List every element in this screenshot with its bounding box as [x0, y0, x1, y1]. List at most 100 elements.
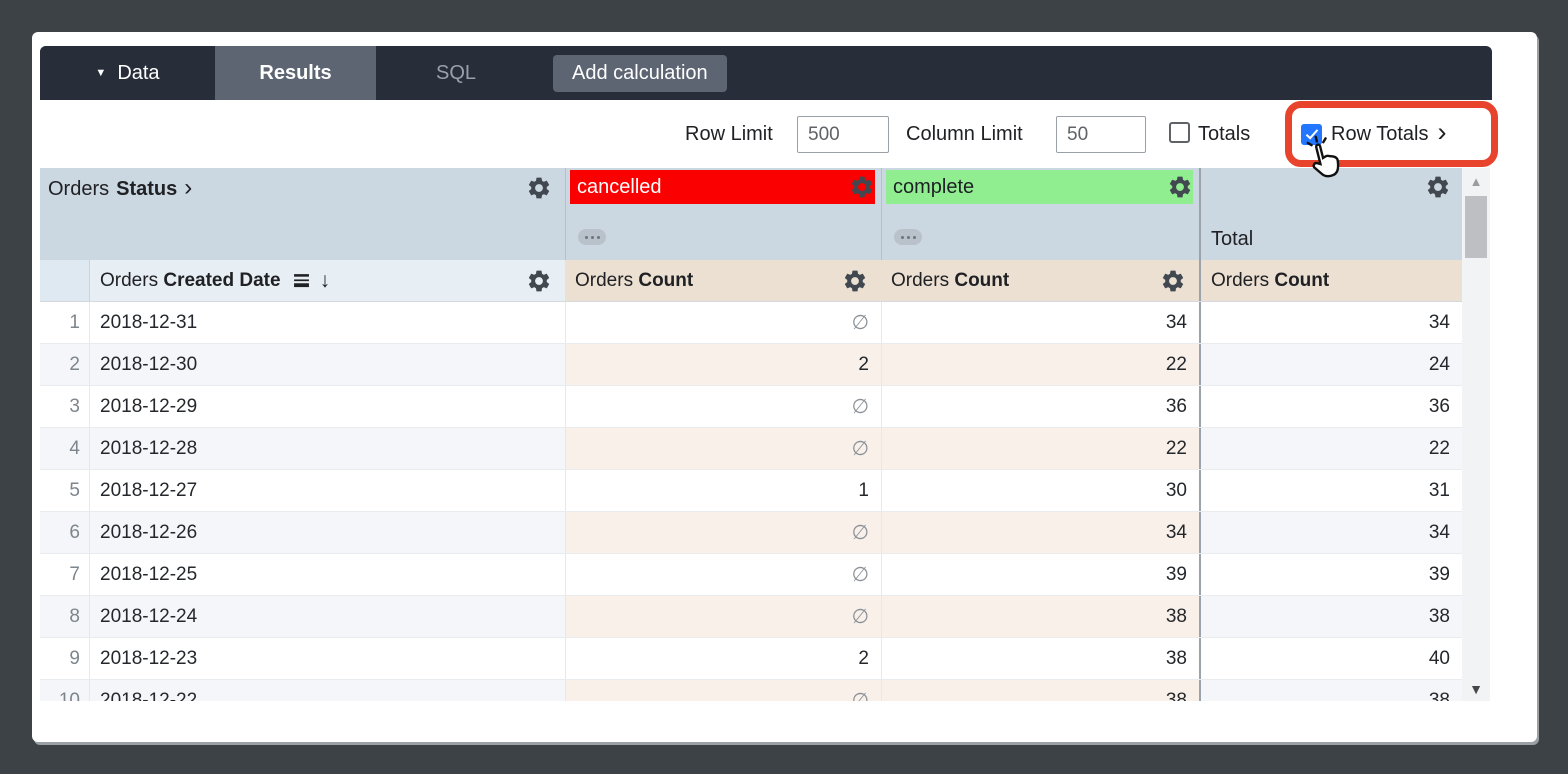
pivot-value-cancelled[interactable]: cancelled [570, 170, 875, 204]
date-cell[interactable]: 2018-12-30 [90, 344, 565, 385]
date-cell[interactable]: 2018-12-26 [90, 512, 565, 553]
gear-icon[interactable] [1425, 174, 1451, 200]
total-count-cell[interactable]: 39 [1199, 554, 1462, 595]
scroll-up-icon[interactable]: ▲ [1469, 174, 1483, 189]
pivot-field-name: Status [116, 178, 178, 200]
cancelled-count-cell[interactable]: 2 [565, 638, 881, 679]
pivot-field-header[interactable]: Orders Status › [40, 168, 565, 260]
row-totals-label: Row Totals [1331, 122, 1429, 145]
topbar: ▼ Data Results SQL Add calculation [40, 46, 1492, 100]
measure-header-complete[interactable]: Orders Count [881, 260, 1199, 301]
hand-cursor-icon [1306, 135, 1340, 178]
gear-icon[interactable] [526, 268, 552, 294]
cancelled-count-cell[interactable]: ∅ [565, 680, 881, 701]
date-cell[interactable]: 2018-12-28 [90, 428, 565, 469]
date-cell[interactable]: 2018-12-31 [100, 311, 198, 333]
pivot-column-total: Total [1199, 168, 1462, 260]
complete-count-cell[interactable]: 38 [881, 596, 1199, 637]
total-count-cell[interactable]: 24 [1199, 344, 1462, 385]
row-field-prefix: Orders [100, 269, 159, 291]
table-row: 2 2018-12-30 2 22 24 [40, 344, 1462, 386]
scrollbar-thumb[interactable] [1465, 196, 1487, 258]
explorer-panel: ▼ Data Results SQL Add calculation Row L… [32, 32, 1537, 742]
complete-count-cell[interactable]: 22 [881, 344, 1199, 385]
scroll-down-icon[interactable]: ▼ [1469, 681, 1483, 697]
add-calculation-button[interactable]: Add calculation [553, 55, 727, 92]
total-count-cell[interactable]: 40 [1199, 638, 1462, 679]
pivot-value-complete[interactable]: complete [886, 170, 1193, 204]
cancelled-count-cell[interactable]: ∅ [565, 596, 881, 637]
pivot-header-row: Orders Status › cancelled complete [40, 168, 1462, 260]
measure-header-total[interactable]: Orders Count [1199, 260, 1462, 301]
cancelled-count-cell[interactable]: 1 [565, 470, 881, 511]
total-count-cell[interactable]: 34 [1199, 512, 1462, 553]
chevron-right-icon: › [184, 173, 193, 201]
cancelled-count-cell[interactable]: ∅ [565, 386, 881, 427]
total-count-cell[interactable]: 38 [1199, 596, 1462, 637]
total-count-cell[interactable]: 36 [1199, 386, 1462, 427]
cancelled-count-cell[interactable]: 2 [565, 344, 881, 385]
table-row: 8 2018-12-24 ∅ 38 38 [40, 596, 1462, 638]
chevron-right-icon: › [1437, 116, 1447, 147]
pivot-column-complete: complete [881, 168, 1199, 260]
table-row: 7 2018-12-25 ∅ 39 39 [40, 554, 1462, 596]
table-row: 3 2018-12-29 ∅ 36 36 [40, 386, 1462, 428]
tab-sql[interactable]: SQL [435, 61, 477, 84]
subtotal-icon[interactable] [292, 272, 311, 289]
cancelled-count-cell[interactable]: ∅ [565, 302, 881, 343]
total-count-cell[interactable]: 22 [1199, 428, 1462, 469]
cancelled-count-cell[interactable]: ∅ [565, 512, 881, 553]
column-limit-input[interactable] [1056, 116, 1146, 153]
tab-results[interactable]: Results [215, 46, 376, 100]
table-row: 4 2018-12-28 ∅ 22 22 [40, 428, 1462, 470]
gear-icon[interactable] [1167, 174, 1193, 200]
date-cell[interactable]: 2018-12-23 [100, 647, 198, 669]
complete-count-cell[interactable]: 30 [881, 470, 1199, 511]
row-limit-label: Row Limit [685, 123, 773, 145]
complete-count-cell[interactable]: 38 [881, 680, 1199, 701]
ellipsis-icon[interactable] [578, 229, 606, 245]
sort-desc-icon[interactable]: ↓ [319, 268, 331, 292]
table-row: 9 2018-12-23 2 38 40 [40, 638, 1462, 680]
cancelled-count-cell[interactable]: ∅ [565, 554, 881, 595]
total-count-cell[interactable]: 38 [1199, 680, 1462, 701]
row-number-header [40, 260, 90, 301]
gear-icon[interactable] [1160, 268, 1186, 294]
measure-header-cancelled[interactable]: Orders Count [565, 260, 881, 301]
date-cell[interactable]: 2018-12-27 [100, 479, 198, 501]
date-cell[interactable]: 2018-12-25 [100, 563, 198, 585]
complete-count-cell[interactable]: 34 [881, 302, 1199, 343]
ellipsis-icon[interactable] [894, 229, 922, 245]
vertical-scrollbar[interactable]: ▲ ▼ [1462, 168, 1490, 701]
complete-count-cell[interactable]: 38 [881, 638, 1199, 679]
measure-header-row: Orders Created Date ↓ Orders Count [40, 260, 1462, 302]
date-cell[interactable]: 2018-12-29 [100, 395, 198, 417]
table-row: 10 2018-12-22 ∅ 38 38 [40, 680, 1462, 701]
gear-icon[interactable] [842, 268, 868, 294]
data-section-toggle[interactable]: ▼ Data [40, 46, 215, 100]
total-column-label: Total [1211, 228, 1254, 250]
date-cell[interactable]: 2018-12-22 [90, 680, 565, 701]
totals-checkbox[interactable] [1169, 122, 1190, 143]
complete-count-cell[interactable]: 22 [881, 428, 1199, 469]
results-table: Orders Status › cancelled complete [40, 168, 1490, 701]
complete-count-cell[interactable]: 34 [881, 512, 1199, 553]
cancelled-count-cell[interactable]: ∅ [565, 428, 881, 469]
gear-icon[interactable] [849, 174, 875, 200]
table-body: 1 2018-12-31 ∅ 34 34 2 2018-12-30 2 22 2… [40, 302, 1462, 701]
pivot-field-prefix: Orders [48, 178, 110, 200]
gear-icon[interactable] [526, 175, 552, 201]
complete-count-cell[interactable]: 39 [881, 554, 1199, 595]
total-count-cell[interactable]: 34 [1199, 302, 1462, 343]
table-row: 6 2018-12-26 ∅ 34 34 [40, 512, 1462, 554]
row-field-header[interactable]: Orders Created Date ↓ [90, 260, 565, 301]
table-row: 5 2018-12-27 1 30 31 [40, 470, 1462, 512]
table-row: 1 2018-12-31 ∅ 34 34 [40, 302, 1462, 344]
row-limit-input[interactable] [797, 116, 889, 153]
date-cell[interactable]: 2018-12-24 [90, 596, 565, 637]
total-count-cell[interactable]: 31 [1199, 470, 1462, 511]
totals-label: Totals [1198, 123, 1251, 145]
dropdown-arrow-icon: ▼ [95, 67, 107, 79]
complete-count-cell[interactable]: 36 [881, 386, 1199, 427]
